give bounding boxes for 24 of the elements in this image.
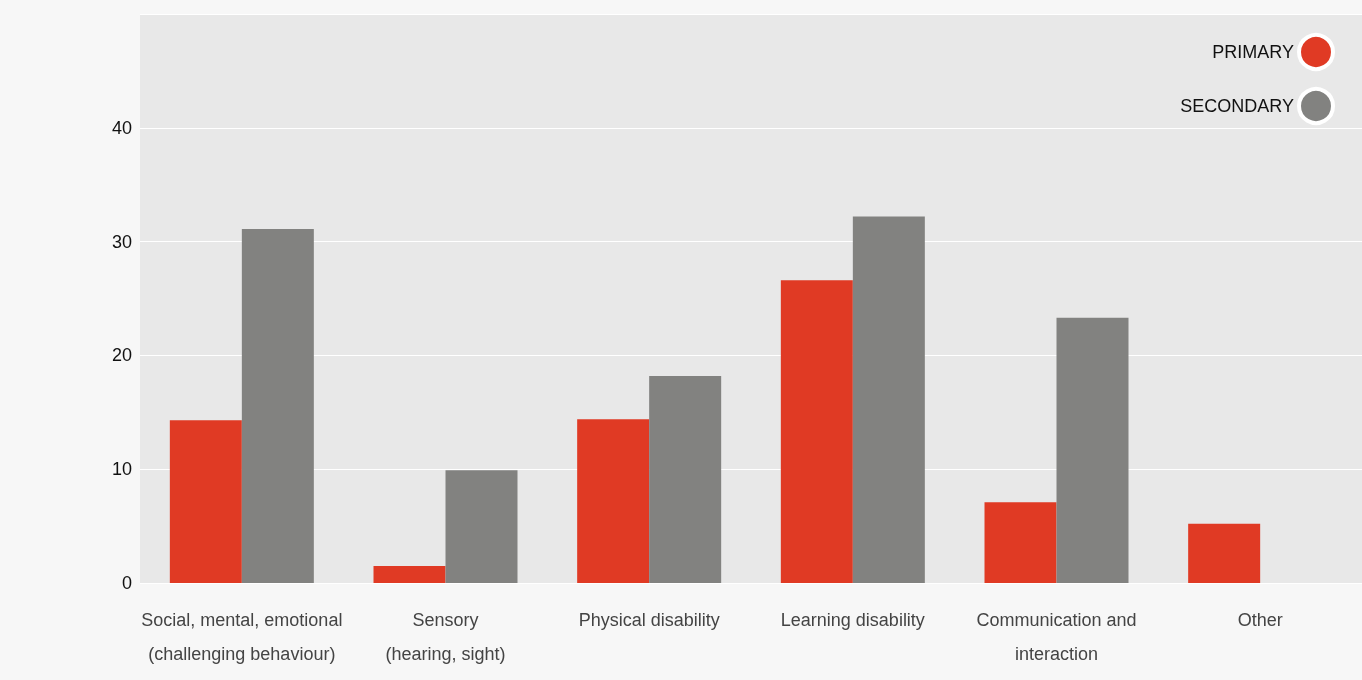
x-tick-label: Physical disability	[578, 610, 720, 630]
x-tick-label: Learning disability	[780, 610, 925, 630]
x-tick-label: Sensory (hearing, sight)	[385, 610, 506, 664]
bar	[780, 280, 853, 583]
y-tick-label: 0	[121, 573, 132, 593]
bar	[169, 420, 242, 583]
bar	[577, 419, 650, 583]
legend-label: PRIMARY	[1212, 42, 1294, 62]
bar	[852, 216, 925, 583]
x-tick-label: Communication and interaction	[976, 610, 1137, 664]
bar	[984, 502, 1057, 583]
bar	[1188, 523, 1261, 583]
bar	[649, 375, 722, 583]
x-tick-label: Other	[1237, 610, 1283, 630]
bar	[445, 470, 518, 583]
bar	[373, 565, 446, 583]
y-tick-label: 10	[111, 459, 132, 480]
y-tick-label: 20	[111, 345, 132, 366]
y-tick-label: 40	[111, 117, 132, 138]
bar	[241, 229, 314, 583]
bar	[1056, 317, 1129, 583]
x-tick-label: Social, mental, emotional (challenging behaviour)	[141, 610, 343, 664]
y-tick-label: 30	[111, 231, 132, 252]
legend-label: SECONDARY	[1180, 96, 1294, 116]
